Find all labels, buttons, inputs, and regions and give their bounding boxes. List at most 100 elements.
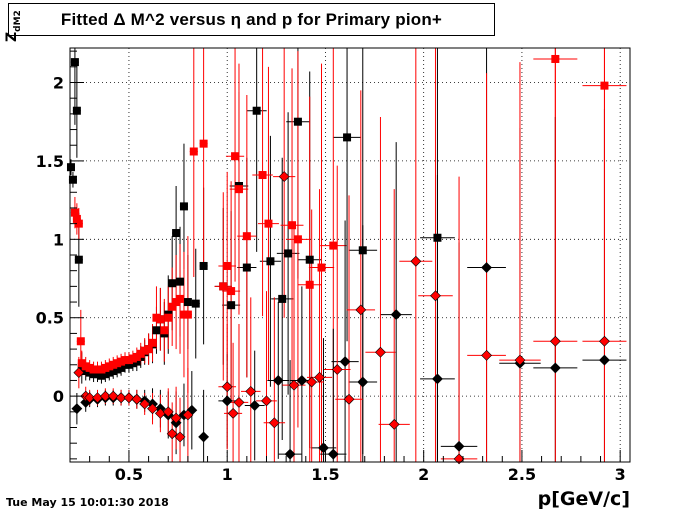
square-marker: [66, 163, 75, 172]
square-marker: [70, 208, 79, 217]
square-marker: [68, 175, 77, 184]
diamond-marker: [453, 440, 465, 452]
square-marker: [72, 214, 81, 223]
x-tick-label: 2.5: [508, 465, 536, 484]
y-tick-label: 1: [53, 230, 64, 249]
square-marker: [227, 287, 236, 296]
diamond-marker: [410, 255, 422, 267]
chart-title: Fitted Δ M^2 versus η and p for Primary …: [60, 9, 443, 29]
diamond-marker: [432, 373, 443, 385]
diamond-marker: [131, 393, 143, 405]
square-marker: [152, 326, 161, 335]
square-marker: [176, 277, 185, 286]
square-marker: [305, 255, 314, 264]
square-marker: [264, 219, 273, 228]
diamond-marker: [245, 386, 257, 397]
diamond-marker: [233, 396, 245, 408]
y-axis-label-sub: dM2: [12, 10, 23, 32]
diamond-marker: [357, 376, 369, 388]
square-marker: [160, 326, 169, 335]
diamond-marker: [549, 362, 561, 374]
square-marker: [258, 171, 267, 180]
square-marker: [144, 345, 153, 354]
square-marker: [343, 133, 352, 142]
diamond-marker: [221, 381, 233, 393]
diamond-marker: [549, 335, 561, 347]
footer-date: Tue May 15 10:01:30 2018: [6, 496, 169, 509]
diamond-marker: [84, 392, 96, 404]
diamond-marker: [268, 417, 280, 429]
square-marker: [172, 229, 181, 238]
square-marker: [317, 263, 326, 272]
square-marker: [176, 294, 185, 303]
y-tick-label: 0: [53, 387, 64, 406]
square-marker: [199, 139, 208, 148]
diamond-marker: [355, 304, 367, 316]
square-marker: [72, 106, 81, 115]
square-marker: [148, 338, 157, 347]
diamond-marker: [115, 392, 127, 404]
diamond-marker: [284, 448, 296, 460]
diamond-marker: [162, 406, 174, 418]
diamond-marker: [147, 403, 158, 415]
x-tick-label: 1: [222, 465, 233, 484]
square-marker: [329, 241, 338, 250]
y-tick-label: 2: [53, 74, 64, 93]
diamond-marker: [314, 371, 325, 383]
diamond-marker: [71, 403, 83, 415]
diamond-marker: [481, 262, 492, 273]
diamond-marker: [288, 379, 300, 391]
x-axis-title: p[GeV/c]: [537, 488, 630, 510]
square-marker: [164, 313, 173, 322]
x-tick-label: 2: [418, 465, 429, 484]
diamond-marker: [318, 442, 329, 454]
square-marker: [433, 233, 442, 242]
diamond-marker: [182, 409, 194, 421]
square-marker: [199, 261, 208, 270]
data-markers: [66, 54, 610, 465]
diamond-marker: [599, 335, 610, 347]
square-marker: [70, 58, 79, 67]
y-tick-label: 0.5: [36, 309, 64, 328]
diamond-marker: [339, 356, 351, 368]
diamond-marker: [166, 428, 178, 440]
diamond-marker: [99, 390, 111, 402]
square-marker: [74, 255, 83, 264]
square-marker: [600, 81, 609, 90]
square-marker: [242, 232, 251, 241]
diamond-marker: [430, 290, 441, 302]
diamond-marker: [481, 349, 492, 361]
square-marker: [156, 315, 165, 324]
square-marker: [189, 147, 198, 156]
square-marker: [223, 261, 232, 270]
square-marker: [293, 235, 302, 244]
square-marker: [234, 185, 243, 194]
diamond-marker: [227, 407, 239, 419]
diamond-marker: [198, 431, 210, 443]
x-tick-label: 3: [615, 465, 626, 484]
square-marker: [183, 298, 192, 307]
diamond-marker: [296, 375, 308, 386]
diamond-marker: [599, 354, 610, 366]
diamond-marker: [390, 309, 402, 321]
diamond-marker: [174, 431, 186, 443]
square-marker: [284, 249, 293, 258]
diamond-marker: [388, 418, 400, 430]
diamond-marker: [343, 393, 355, 405]
diamond-marker: [170, 412, 182, 424]
square-marker: [74, 219, 83, 228]
square-marker: [168, 302, 177, 311]
diamond-marker: [107, 390, 119, 402]
square-marker: [293, 117, 302, 126]
chart-title-box: Fitted Δ M^2 versus η and p for Primary …: [8, 3, 495, 36]
diamond-marker: [453, 453, 465, 465]
square-marker: [168, 279, 177, 288]
diamond-marker: [375, 346, 386, 358]
square-marker: [278, 294, 287, 303]
diamond-marker: [139, 398, 151, 410]
square-marker: [288, 221, 297, 230]
diamond-marker: [92, 392, 103, 404]
diamond-marker: [514, 354, 526, 366]
square-marker: [305, 280, 314, 289]
